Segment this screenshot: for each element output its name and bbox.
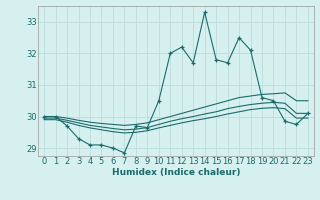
- X-axis label: Humidex (Indice chaleur): Humidex (Indice chaleur): [112, 168, 240, 177]
